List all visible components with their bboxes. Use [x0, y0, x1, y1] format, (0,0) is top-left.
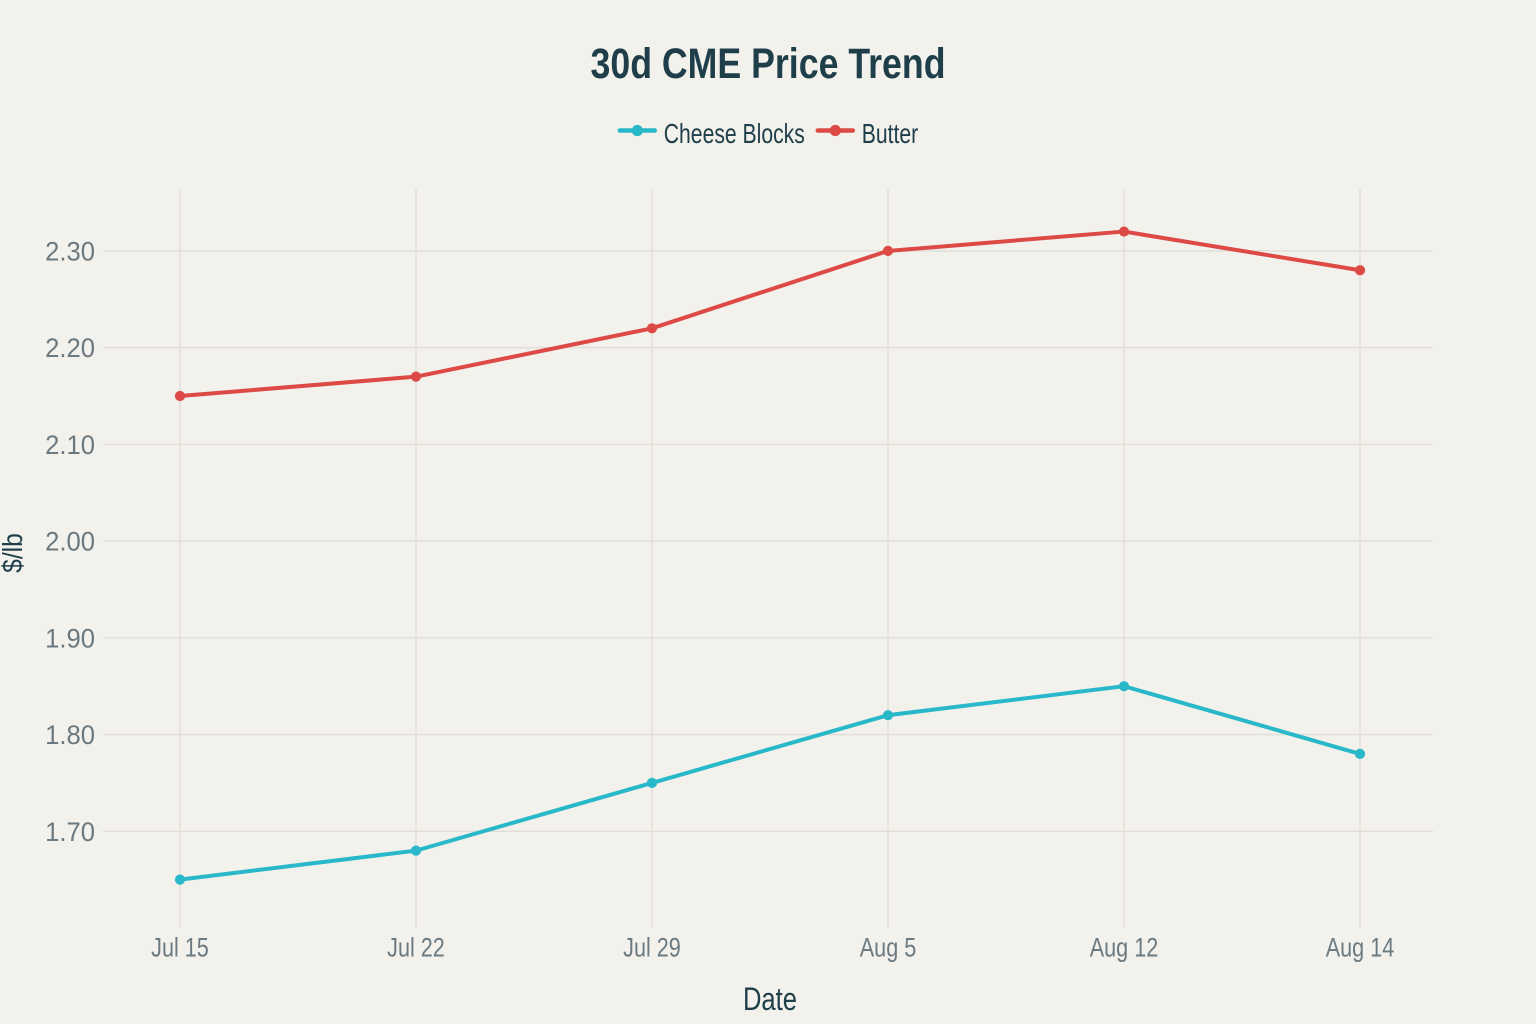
data-point-butter[interactable] — [1118, 226, 1130, 237]
y-tick-label: 1.70 — [45, 817, 95, 847]
x-tick-label: Aug 12 — [1090, 933, 1159, 963]
data-point-butter[interactable] — [882, 245, 894, 257]
chart-legend: Cheese Blocks Butter — [617, 118, 918, 149]
data-point-cheese-blocks[interactable] — [646, 777, 658, 789]
legend-item-cheese-blocks[interactable]: Cheese Blocks — [617, 118, 805, 149]
legend-label: Butter — [862, 118, 918, 149]
legend-dot-marker — [829, 124, 841, 137]
y-tick-label: 2.00 — [45, 527, 95, 557]
legend-label: Cheese Blocks — [664, 118, 805, 149]
x-tick-label: Aug 5 — [860, 933, 917, 963]
series-line-cheese-blocks — [178, 684, 1362, 882]
data-point-butter[interactable] — [646, 323, 658, 334]
data-point-cheese-blocks[interactable] — [1118, 681, 1130, 692]
legend-item-butter[interactable]: Butter — [815, 118, 918, 149]
y-tick-label: 1.80 — [45, 720, 95, 750]
x-tick-label: Jul 29 — [623, 933, 681, 963]
data-point-cheese-blocks[interactable] — [410, 845, 422, 856]
y-tick-label: 1.90 — [45, 623, 95, 653]
y-tick-label: 2.10 — [45, 430, 95, 460]
data-point-cheese-blocks[interactable] — [1354, 748, 1366, 759]
y-tick-label: 2.30 — [45, 236, 95, 266]
series-line-butter — [178, 229, 1362, 398]
x-axis-title: Date — [743, 981, 797, 1017]
y-axis-title: $/lb — [0, 533, 28, 573]
data-point-cheese-blocks[interactable] — [882, 710, 894, 721]
data-point-cheese-blocks[interactable] — [174, 874, 186, 885]
data-point-butter[interactable] — [410, 371, 422, 382]
x-tick-label: Jul 15 — [151, 933, 209, 963]
x-tick-label: Aug 14 — [1326, 933, 1395, 963]
data-point-butter[interactable] — [1354, 265, 1366, 276]
x-tick-label: Jul 22 — [387, 933, 445, 963]
y-tick-label: 2.20 — [45, 333, 95, 363]
plot-area: 1.70 1.80 1.90 2.00 2.10 2.20 2.30 Jul 15 Jul 22… — [45, 189, 1433, 963]
data-point-butter[interactable] — [174, 390, 186, 402]
chart-title: 30d CME Price Trend — [591, 40, 946, 88]
legend-dot-marker — [631, 124, 643, 137]
